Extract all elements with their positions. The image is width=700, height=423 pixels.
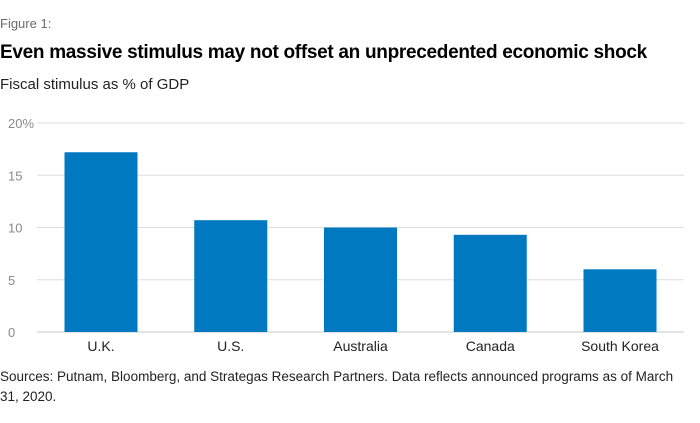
bar-u-s bbox=[194, 220, 268, 332]
x-category-label: U.K. bbox=[87, 338, 114, 354]
y-tick-label: 10 bbox=[8, 221, 22, 236]
y-tick-label: 5 bbox=[8, 273, 15, 288]
x-axis-labels: U.K. U.S. Australia Canada South Korea bbox=[87, 338, 659, 354]
figure-label: Figure 1: bbox=[0, 16, 52, 31]
bar-u-k bbox=[64, 152, 138, 332]
y-axis-ticks: 0 5 10 15 20% bbox=[8, 116, 34, 340]
y-tick-label: 20% bbox=[8, 116, 34, 131]
x-category-label: U.S. bbox=[217, 338, 244, 354]
source-note: Sources: Putnam, Bloomberg, and Stratega… bbox=[0, 369, 674, 404]
bar-australia bbox=[324, 227, 397, 332]
chart-subtitle: Fiscal stimulus as % of GDP bbox=[0, 76, 190, 93]
y-tick-label: 15 bbox=[8, 168, 22, 183]
x-category-label: Canada bbox=[466, 338, 515, 354]
chart-title: Even massive stimulus may not offset an … bbox=[0, 42, 647, 63]
x-category-label: South Korea bbox=[581, 338, 659, 354]
bar-chart: 0 5 10 15 20% U.K. U.S. Australia Canada South K… bbox=[8, 116, 684, 354]
bars bbox=[64, 152, 657, 332]
y-tick-label: 0 bbox=[8, 325, 15, 340]
bar-canada bbox=[453, 234, 527, 332]
x-category-label: Australia bbox=[333, 338, 388, 354]
bar-south-korea bbox=[583, 269, 657, 332]
